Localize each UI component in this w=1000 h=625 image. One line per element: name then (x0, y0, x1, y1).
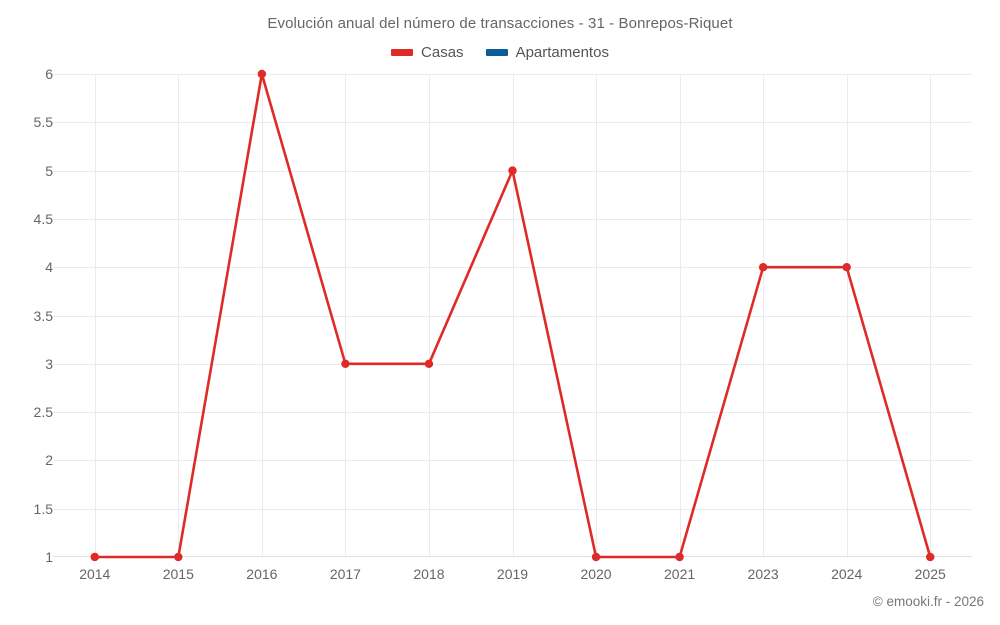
footer-credit: © emooki.fr - 2026 (872, 594, 984, 609)
x-axis-tick-label: 2024 (831, 566, 863, 582)
plot-area (53, 74, 972, 557)
gridline-vertical (428, 74, 430, 557)
legend-label-apartamentos: Apartamentos (515, 44, 609, 61)
gridline-vertical (679, 74, 681, 557)
data-point-marker[interactable] (926, 552, 935, 562)
x-axis-tick-label: 2015 (162, 566, 194, 582)
y-axis-tick-label: 5 (45, 162, 53, 179)
gridline-vertical (261, 74, 263, 557)
data-point-marker[interactable] (675, 552, 684, 562)
chart-title: Evolución anual del número de transaccio… (267, 15, 733, 32)
data-point-marker[interactable] (508, 166, 517, 175)
x-axis-tick-label: 2021 (664, 566, 696, 582)
data-point-marker[interactable] (758, 263, 768, 272)
data-point-marker[interactable] (257, 69, 267, 79)
x-axis-tick-label: 2016 (246, 566, 278, 582)
y-axis-tick-label: 1.5 (33, 500, 53, 517)
data-point-marker[interactable] (424, 359, 434, 368)
series-line-casas (93, 72, 932, 559)
x-axis-tick-label: 2018 (413, 566, 445, 582)
gridline-vertical (846, 74, 848, 557)
y-axis-tick-label: 6 (45, 66, 53, 82)
gridline-vertical (930, 74, 932, 557)
data-point-marker[interactable] (842, 263, 851, 272)
y-axis-tick-label: 2 (45, 452, 53, 469)
data-point-marker[interactable] (341, 359, 350, 368)
gridline-vertical (94, 74, 96, 557)
gridline-vertical (763, 74, 765, 557)
x-axis-tick-label: 2019 (496, 566, 529, 582)
y-axis-tick-label: 1 (45, 549, 53, 565)
legend-item-casas[interactable]: Casas (391, 44, 464, 61)
y-axis-tick-label: 5.5 (33, 114, 53, 131)
legend-color-swatch-apartamentos (485, 49, 508, 56)
gridline-vertical (178, 74, 180, 557)
legend-label-casas: Casas (421, 44, 464, 61)
chart-legend: Casas Apartamentos (0, 44, 1000, 61)
y-axis-tick-label: 2.5 (33, 404, 53, 421)
data-point-marker[interactable] (90, 552, 99, 562)
x-axis-tick-label: 2025 (914, 566, 946, 582)
legend-color-swatch-casas (391, 49, 414, 56)
y-axis-tick-label: 4.5 (33, 210, 53, 227)
y-axis-tick-label: 4 (45, 259, 53, 276)
x-axis-tick-label: 2014 (79, 566, 111, 582)
y-axis-tick-label: 3.5 (33, 307, 53, 324)
data-point-marker[interactable] (591, 552, 601, 562)
x-axis-tick-label: 2023 (747, 566, 779, 582)
x-axis-baseline (53, 556, 972, 557)
y-axis-tick-label: 3 (45, 355, 53, 372)
x-axis-tick-label: 2020 (580, 566, 612, 582)
x-axis-tick-label: 2017 (329, 566, 361, 582)
data-point-marker[interactable] (174, 552, 183, 562)
gridline-vertical (596, 74, 598, 557)
gridline-vertical (512, 74, 514, 557)
legend-item-apartamentos[interactable]: Apartamentos (485, 44, 609, 61)
gridline-vertical (345, 74, 347, 557)
